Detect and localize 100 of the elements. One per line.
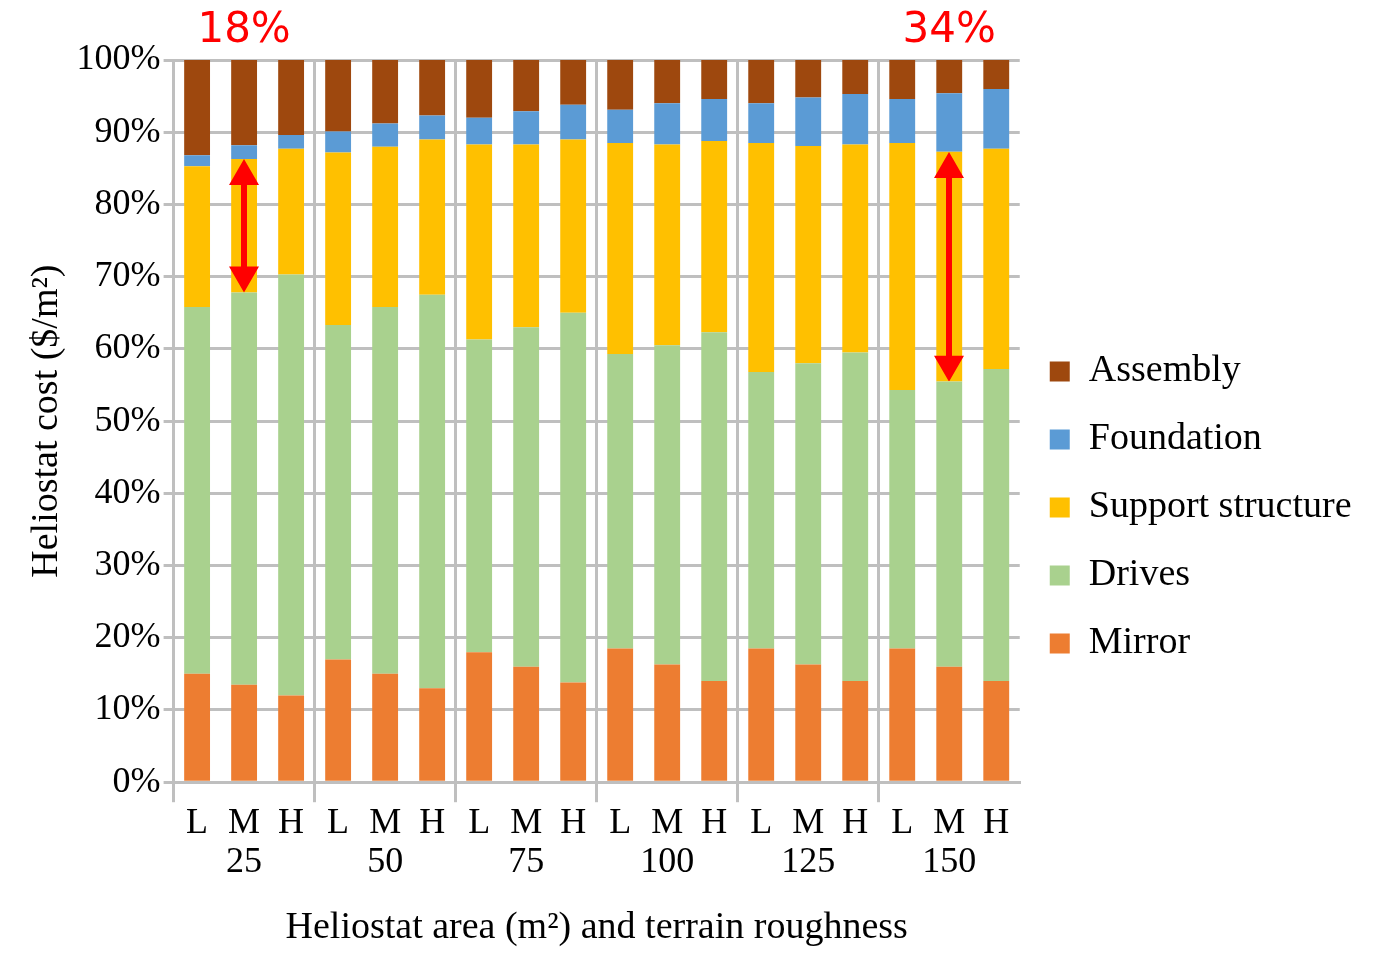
x-tick-label: L bbox=[750, 801, 773, 842]
bar bbox=[419, 60, 446, 116]
bar bbox=[560, 60, 587, 105]
bar bbox=[560, 104, 587, 140]
bar bbox=[607, 648, 634, 781]
bar bbox=[560, 682, 587, 781]
bar bbox=[936, 666, 963, 781]
bar bbox=[795, 97, 822, 146]
bar bbox=[748, 103, 775, 144]
bar bbox=[842, 352, 869, 682]
bar bbox=[466, 117, 493, 145]
bar bbox=[325, 325, 352, 660]
x-tick-label: M bbox=[651, 801, 684, 842]
bar bbox=[701, 60, 728, 99]
bar bbox=[466, 339, 493, 653]
text: 25 bbox=[226, 839, 263, 880]
bar bbox=[607, 143, 634, 354]
bar bbox=[513, 111, 540, 145]
bar bbox=[936, 93, 963, 152]
text: 50 bbox=[367, 839, 404, 880]
bar bbox=[325, 131, 352, 153]
text: 75 bbox=[508, 839, 545, 880]
bar bbox=[842, 144, 869, 353]
bar bbox=[372, 60, 399, 124]
bar bbox=[184, 166, 211, 307]
bar bbox=[889, 648, 916, 781]
bar bbox=[701, 99, 728, 141]
text: 100 bbox=[640, 839, 695, 880]
bar bbox=[842, 93, 869, 145]
bar bbox=[278, 274, 305, 696]
bar bbox=[748, 371, 775, 649]
x-tick-label: H bbox=[560, 801, 587, 842]
bar bbox=[654, 345, 681, 665]
bar bbox=[842, 681, 869, 781]
x-tick-label: H bbox=[419, 801, 446, 842]
bar bbox=[278, 148, 305, 275]
bar bbox=[372, 146, 399, 307]
x-tick-label: H bbox=[842, 801, 869, 842]
legend-label: Support structure bbox=[1088, 483, 1352, 526]
bar bbox=[278, 695, 305, 781]
bar bbox=[419, 294, 446, 689]
bar bbox=[701, 332, 728, 682]
bar bbox=[184, 306, 211, 674]
y-tick-label: 30% bbox=[94, 542, 161, 583]
bar bbox=[372, 673, 399, 781]
legend-label: Assembly bbox=[1088, 347, 1241, 390]
bar bbox=[795, 145, 822, 364]
y-tick-label: 70% bbox=[94, 254, 161, 295]
bar bbox=[983, 88, 1010, 149]
bar bbox=[513, 327, 540, 667]
bar bbox=[889, 99, 916, 144]
bar bbox=[325, 60, 352, 132]
bar bbox=[654, 60, 681, 104]
x-tick-label: H bbox=[983, 801, 1010, 842]
bar bbox=[466, 652, 493, 781]
x-tick-label: L bbox=[891, 801, 914, 842]
legend-label: Foundation bbox=[1088, 415, 1262, 458]
bar bbox=[889, 143, 916, 391]
bar bbox=[372, 306, 399, 674]
bar bbox=[654, 144, 681, 346]
bar bbox=[748, 60, 775, 104]
bar bbox=[560, 312, 587, 683]
bar bbox=[889, 390, 916, 649]
bar bbox=[513, 60, 540, 112]
bar bbox=[466, 60, 493, 118]
bar bbox=[983, 60, 1010, 89]
y-tick-label: 60% bbox=[94, 326, 161, 367]
bar bbox=[231, 684, 258, 781]
bar bbox=[889, 60, 916, 99]
bar bbox=[419, 688, 446, 781]
bar bbox=[231, 60, 258, 146]
y-tick-label: 40% bbox=[94, 470, 161, 511]
bar bbox=[513, 666, 540, 781]
bar bbox=[325, 659, 352, 781]
x-axis-title: Heliostat area (m²) and terrain roughness bbox=[285, 904, 908, 948]
bar bbox=[983, 148, 1010, 370]
bar bbox=[748, 143, 775, 372]
bar bbox=[184, 673, 211, 781]
y-tick-label: 0% bbox=[112, 759, 161, 800]
x-tick-label: H bbox=[701, 801, 728, 842]
bar bbox=[607, 109, 634, 144]
bar bbox=[701, 140, 728, 333]
x-tick-label: M bbox=[228, 801, 261, 842]
bar bbox=[560, 139, 587, 313]
bar bbox=[936, 60, 963, 94]
legend-label: Drives bbox=[1088, 551, 1191, 594]
legend-label: Mirror bbox=[1088, 619, 1191, 662]
bar bbox=[701, 681, 728, 781]
x-tick-label: M bbox=[933, 801, 966, 842]
x-tick-label: L bbox=[468, 801, 491, 842]
bar bbox=[795, 664, 822, 781]
bar bbox=[748, 648, 775, 781]
bar bbox=[184, 60, 211, 156]
bar bbox=[278, 60, 305, 136]
y-tick-label: 10% bbox=[94, 687, 161, 728]
bar bbox=[983, 681, 1010, 781]
bar bbox=[184, 155, 211, 167]
y-tick-label: 100% bbox=[76, 37, 161, 78]
x-tick-label: M bbox=[369, 801, 402, 842]
x-tick-label: L bbox=[609, 801, 632, 842]
